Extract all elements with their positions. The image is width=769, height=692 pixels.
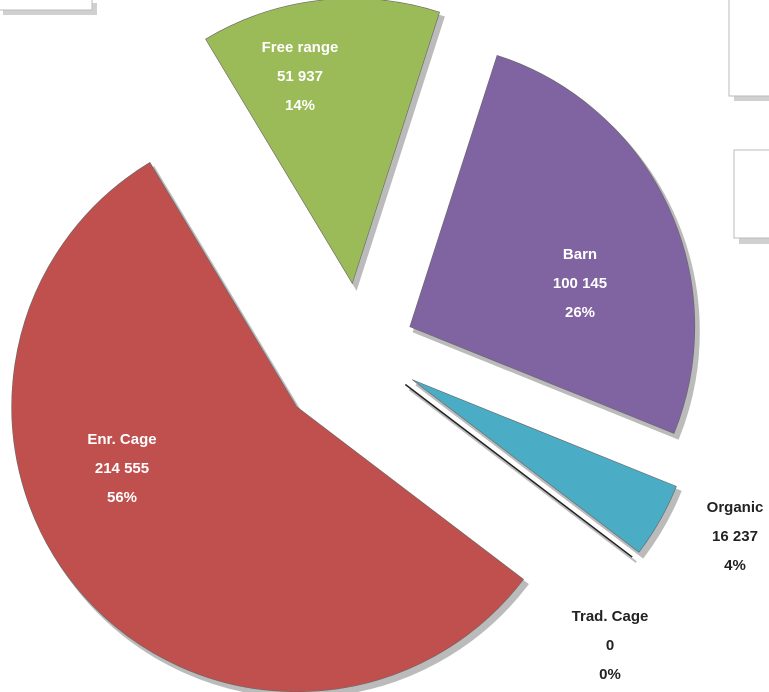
empty-box [0, 0, 93, 11]
percent-label: 14% [285, 97, 315, 114]
slice-label: Free range [262, 39, 339, 56]
slice-label: Organic [707, 499, 764, 516]
slice [404, 383, 633, 558]
slice-label: Trad. Cage [572, 608, 649, 625]
slice [411, 379, 677, 553]
value-label: 51 937 [277, 68, 323, 85]
value-label: 214 555 [95, 460, 149, 477]
slice [409, 54, 696, 434]
percent-label: 4% [724, 557, 746, 574]
value-label: 100 145 [553, 275, 607, 292]
empty-box [728, 0, 769, 97]
percent-label: 0% [599, 666, 621, 683]
slice [11, 162, 524, 692]
value-label: 16 237 [712, 528, 758, 545]
percent-label: 56% [107, 489, 137, 506]
slice-label: Barn [563, 246, 597, 263]
value-label: 0 [606, 637, 614, 654]
percent-label: 26% [565, 304, 595, 321]
shadow [408, 388, 637, 563]
slice-label: Enr. Cage [87, 431, 156, 448]
slice [205, 0, 440, 285]
empty-box [733, 149, 769, 239]
